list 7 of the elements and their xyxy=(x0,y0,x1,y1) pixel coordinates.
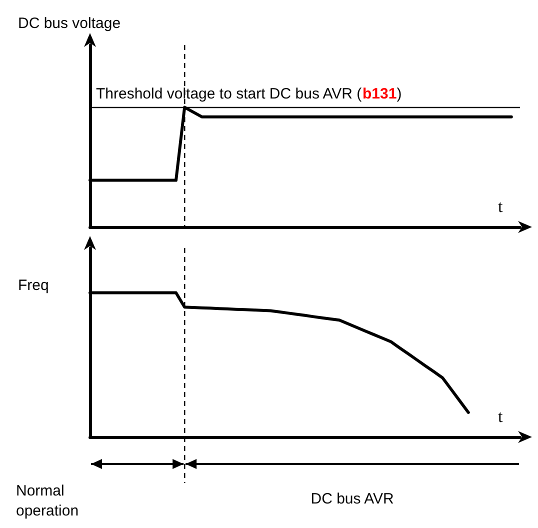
x-axis-title: t xyxy=(498,407,503,426)
y-axis-title: DC bus voltage xyxy=(18,15,121,32)
text: DC bus AVR xyxy=(310,490,394,508)
x-axis-title: t xyxy=(498,197,503,216)
y-axis-title: Freq xyxy=(18,277,49,294)
ref-line-label: Threshold voltage to start DC bus AVR (b131) xyxy=(96,85,402,102)
text: Normal operation xyxy=(16,482,79,520)
